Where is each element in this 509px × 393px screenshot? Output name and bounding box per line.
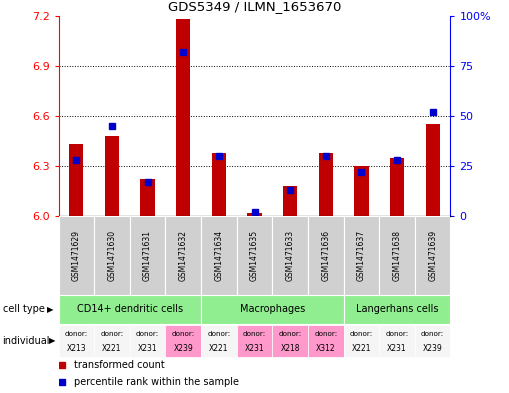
Text: X231: X231: [387, 344, 407, 353]
Text: GSM1471630: GSM1471630: [107, 230, 117, 281]
Text: CD14+ dendritic cells: CD14+ dendritic cells: [77, 305, 183, 314]
Text: ▶: ▶: [47, 305, 53, 314]
Text: X312: X312: [316, 344, 335, 353]
Text: GSM1471633: GSM1471633: [286, 230, 295, 281]
Text: donor:: donor:: [421, 331, 444, 337]
Text: donor:: donor:: [65, 331, 88, 337]
Text: donor:: donor:: [100, 331, 124, 337]
Text: donor:: donor:: [314, 331, 337, 337]
Text: transformed count: transformed count: [74, 360, 165, 371]
Text: donor:: donor:: [385, 331, 409, 337]
Text: GSM1471637: GSM1471637: [357, 230, 366, 281]
Text: donor:: donor:: [278, 331, 302, 337]
Text: GSM1471631: GSM1471631: [143, 230, 152, 281]
Bar: [201, 325, 237, 357]
Text: GSM1471629: GSM1471629: [72, 230, 81, 281]
Bar: [319, 152, 333, 216]
Text: X213: X213: [67, 344, 86, 353]
Bar: [165, 216, 201, 295]
Text: GSM1471638: GSM1471638: [392, 230, 402, 281]
Text: individual: individual: [3, 336, 50, 346]
Bar: [165, 325, 201, 357]
Text: X239: X239: [423, 344, 442, 353]
Text: donor:: donor:: [243, 331, 266, 337]
Text: X231: X231: [245, 344, 264, 353]
Bar: [59, 216, 94, 295]
Bar: [308, 325, 344, 357]
Bar: [237, 325, 272, 357]
Bar: [130, 216, 165, 295]
Text: GSM1471634: GSM1471634: [214, 230, 223, 281]
Bar: [272, 216, 308, 295]
Bar: [344, 296, 450, 324]
Bar: [201, 296, 344, 324]
Bar: [69, 144, 83, 216]
Bar: [379, 216, 415, 295]
Title: GDS5349 / ILMN_1653670: GDS5349 / ILMN_1653670: [168, 0, 341, 13]
Text: donor:: donor:: [207, 331, 231, 337]
Bar: [247, 213, 262, 216]
Text: donor:: donor:: [136, 331, 159, 337]
Text: X231: X231: [138, 344, 157, 353]
Text: ▶: ▶: [49, 336, 55, 345]
Bar: [94, 216, 130, 295]
Bar: [59, 296, 201, 324]
Text: cell type: cell type: [3, 305, 44, 314]
Text: GSM1471636: GSM1471636: [321, 230, 330, 281]
Text: X221: X221: [102, 344, 122, 353]
Bar: [426, 124, 440, 216]
Bar: [354, 166, 369, 216]
Bar: [105, 136, 119, 216]
Bar: [390, 158, 404, 216]
Bar: [415, 216, 450, 295]
Text: GSM1471639: GSM1471639: [428, 230, 437, 281]
Bar: [344, 325, 379, 357]
Bar: [344, 216, 379, 295]
Bar: [237, 216, 272, 295]
Bar: [140, 179, 155, 216]
Bar: [176, 19, 190, 216]
Text: GSM1471635: GSM1471635: [250, 230, 259, 281]
Bar: [283, 186, 297, 216]
Bar: [59, 325, 94, 357]
Bar: [272, 325, 308, 357]
Bar: [201, 216, 237, 295]
Bar: [94, 325, 130, 357]
Text: donor:: donor:: [350, 331, 373, 337]
Bar: [379, 325, 415, 357]
Bar: [308, 216, 344, 295]
Bar: [212, 152, 226, 216]
Text: X221: X221: [209, 344, 229, 353]
Text: percentile rank within the sample: percentile rank within the sample: [74, 377, 239, 387]
Text: X239: X239: [174, 344, 193, 353]
Text: GSM1471632: GSM1471632: [179, 230, 188, 281]
Text: donor:: donor:: [172, 331, 195, 337]
Bar: [415, 325, 450, 357]
Text: Langerhans cells: Langerhans cells: [356, 305, 438, 314]
Text: X218: X218: [280, 344, 300, 353]
Bar: [130, 325, 165, 357]
Text: X221: X221: [352, 344, 371, 353]
Text: Macrophages: Macrophages: [240, 305, 305, 314]
